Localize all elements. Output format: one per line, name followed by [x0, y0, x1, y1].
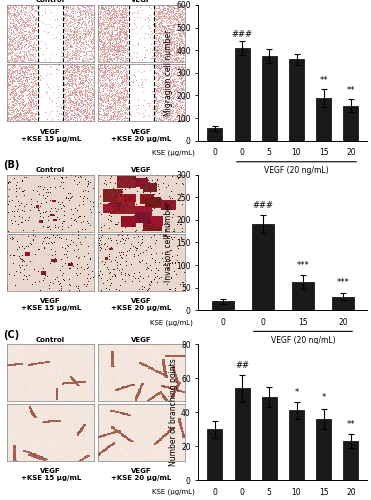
Text: *: *: [322, 393, 326, 402]
Bar: [252, 224, 274, 310]
Text: VEGF
+KSE 15 µg/mL: VEGF +KSE 15 µg/mL: [20, 468, 81, 481]
Text: 5: 5: [267, 488, 272, 496]
Text: ***: ***: [337, 278, 349, 287]
Text: 10: 10: [292, 488, 301, 496]
Title: VEGF: VEGF: [131, 0, 152, 3]
Text: KSE (µg/mL): KSE (µg/mL): [151, 489, 194, 496]
Bar: [344, 106, 358, 140]
Text: **: **: [347, 86, 355, 96]
Y-axis label: Migragion cell number: Migragion cell number: [164, 30, 174, 116]
Title: Control: Control: [36, 167, 65, 173]
Text: VEGF
+KSE 20 µg/mL: VEGF +KSE 20 µg/mL: [111, 298, 171, 312]
Bar: [344, 441, 358, 480]
Bar: [316, 98, 331, 140]
Text: 10: 10: [292, 148, 301, 158]
Bar: [234, 48, 250, 140]
Y-axis label: Number of branching points: Number of branching points: [169, 358, 178, 466]
Text: VEGF (20 ng/mL): VEGF (20 ng/mL): [264, 166, 329, 175]
Bar: [207, 429, 222, 480]
Title: Control: Control: [36, 336, 65, 342]
Title: Control: Control: [36, 0, 65, 3]
Text: 20: 20: [346, 488, 356, 496]
Bar: [289, 60, 304, 140]
Text: ###: ###: [252, 201, 273, 210]
Text: 15: 15: [319, 148, 329, 158]
Text: ###: ###: [232, 30, 253, 39]
Bar: [292, 282, 314, 310]
Bar: [289, 410, 304, 480]
Text: ##: ##: [235, 360, 249, 370]
Text: 15: 15: [319, 488, 329, 496]
Text: KSE (µg/mL): KSE (µg/mL): [151, 150, 194, 156]
Text: VEGF
+KSE 20 µg/mL: VEGF +KSE 20 µg/mL: [111, 468, 171, 481]
Text: 20: 20: [346, 148, 356, 158]
Text: (C): (C): [3, 330, 19, 340]
Text: VEGF
+KSE 15 µg/mL: VEGF +KSE 15 µg/mL: [20, 298, 81, 312]
Text: VEGF (20 ng/mL): VEGF (20 ng/mL): [271, 336, 335, 344]
Text: VEGF
+KSE 15 µg/mL: VEGF +KSE 15 µg/mL: [20, 128, 81, 141]
Text: 0: 0: [260, 318, 265, 327]
Text: 0: 0: [240, 148, 244, 158]
Title: VEGF: VEGF: [131, 336, 152, 342]
Text: **: **: [347, 420, 355, 429]
Text: 15: 15: [298, 318, 308, 327]
Text: *: *: [294, 388, 299, 397]
Y-axis label: Invasion cell number: Invasion cell number: [164, 202, 174, 282]
Bar: [262, 397, 277, 480]
Text: 0: 0: [240, 488, 244, 496]
Bar: [211, 302, 234, 310]
Text: 0: 0: [212, 488, 217, 496]
Text: 0: 0: [212, 148, 217, 158]
Text: 5: 5: [267, 148, 272, 158]
Text: ***: ***: [296, 260, 309, 270]
Text: 20: 20: [338, 318, 348, 327]
Bar: [234, 388, 250, 480]
Text: 0: 0: [220, 318, 225, 327]
Title: VEGF: VEGF: [131, 167, 152, 173]
Text: KSE (µg/mL): KSE (µg/mL): [150, 320, 193, 326]
Bar: [332, 297, 354, 310]
Text: VEGF
+KSE 20 µg/mL: VEGF +KSE 20 µg/mL: [111, 128, 171, 141]
Bar: [316, 419, 331, 480]
Text: (B): (B): [3, 160, 19, 170]
Bar: [207, 128, 222, 140]
Bar: [262, 56, 277, 140]
Text: **: **: [319, 76, 328, 86]
